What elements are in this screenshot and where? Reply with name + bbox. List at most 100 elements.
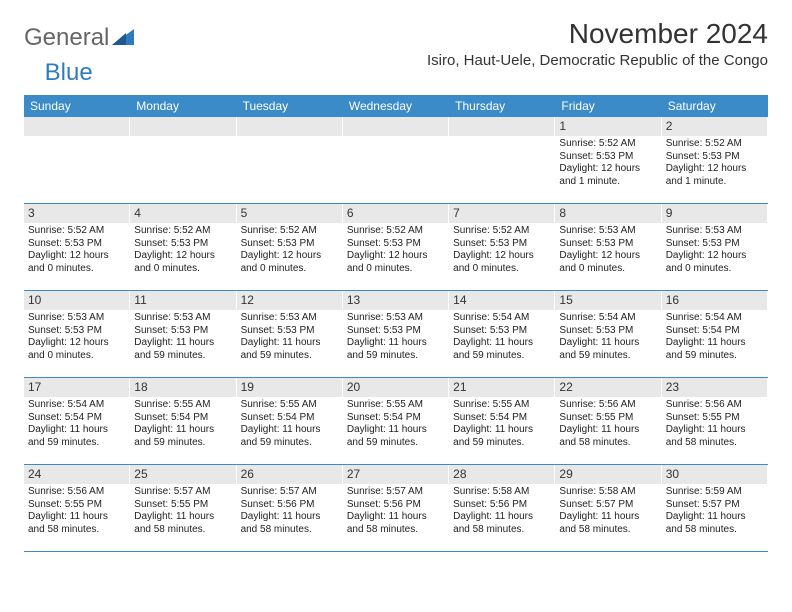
page-title: November 2024 <box>427 18 768 50</box>
sunset-text: Sunset: 5:53 PM <box>241 238 338 251</box>
day-cell <box>343 117 449 203</box>
page-subtitle: Isiro, Haut-Uele, Democratic Republic of… <box>427 52 768 69</box>
day-cell: 18Sunrise: 5:55 AMSunset: 5:54 PMDayligh… <box>130 378 236 464</box>
sunset-text: Sunset: 5:53 PM <box>347 238 444 251</box>
sunrise-text: Sunrise: 5:52 AM <box>559 138 656 151</box>
daylight-text: Daylight: 11 hours and 58 minutes. <box>559 424 656 449</box>
sunrise-text: Sunrise: 5:54 AM <box>453 312 550 325</box>
sunset-text: Sunset: 5:53 PM <box>559 325 656 338</box>
daylight-text: Daylight: 12 hours and 1 minute. <box>559 163 656 188</box>
sunrise-text: Sunrise: 5:55 AM <box>453 399 550 412</box>
sunset-text: Sunset: 5:53 PM <box>241 325 338 338</box>
sunrise-text: Sunrise: 5:54 AM <box>666 312 763 325</box>
sunset-text: Sunset: 5:55 PM <box>28 499 125 512</box>
day-cell: 17Sunrise: 5:54 AMSunset: 5:54 PMDayligh… <box>24 378 130 464</box>
logo: General <box>24 18 134 52</box>
daylight-text: Daylight: 11 hours and 59 minutes. <box>241 337 338 362</box>
daylight-text: Daylight: 12 hours and 0 minutes. <box>241 250 338 275</box>
day-content: Sunrise: 5:52 AMSunset: 5:53 PMDaylight:… <box>343 223 448 279</box>
day-content: Sunrise: 5:56 AMSunset: 5:55 PMDaylight:… <box>662 397 767 453</box>
weekday-header: Tuesday <box>237 95 343 117</box>
week-row: 3Sunrise: 5:52 AMSunset: 5:53 PMDaylight… <box>24 204 768 291</box>
daylight-text: Daylight: 11 hours and 59 minutes. <box>559 337 656 362</box>
week-row: 1Sunrise: 5:52 AMSunset: 5:53 PMDaylight… <box>24 117 768 204</box>
day-cell: 5Sunrise: 5:52 AMSunset: 5:53 PMDaylight… <box>237 204 343 290</box>
day-content: Sunrise: 5:57 AMSunset: 5:55 PMDaylight:… <box>130 484 235 540</box>
day-content <box>237 136 342 196</box>
day-content <box>24 136 129 196</box>
daylight-text: Daylight: 11 hours and 58 minutes. <box>134 511 231 536</box>
weekday-header: Thursday <box>449 95 555 117</box>
sunrise-text: Sunrise: 5:59 AM <box>666 486 763 499</box>
day-cell: 9Sunrise: 5:53 AMSunset: 5:53 PMDaylight… <box>662 204 768 290</box>
day-number: 18 <box>130 378 235 397</box>
week-row: 10Sunrise: 5:53 AMSunset: 5:53 PMDayligh… <box>24 291 768 378</box>
daylight-text: Daylight: 11 hours and 59 minutes. <box>347 337 444 362</box>
day-number: 11 <box>130 291 235 310</box>
daylight-text: Daylight: 12 hours and 0 minutes. <box>559 250 656 275</box>
sunrise-text: Sunrise: 5:57 AM <box>134 486 231 499</box>
daylight-text: Daylight: 11 hours and 58 minutes. <box>453 511 550 536</box>
sunset-text: Sunset: 5:55 PM <box>559 412 656 425</box>
day-cell: 16Sunrise: 5:54 AMSunset: 5:54 PMDayligh… <box>662 291 768 377</box>
day-content: Sunrise: 5:57 AMSunset: 5:56 PMDaylight:… <box>343 484 448 540</box>
day-content: Sunrise: 5:56 AMSunset: 5:55 PMDaylight:… <box>24 484 129 540</box>
day-cell: 2Sunrise: 5:52 AMSunset: 5:53 PMDaylight… <box>662 117 768 203</box>
day-number: 17 <box>24 378 129 397</box>
day-number <box>449 117 554 136</box>
daylight-text: Daylight: 11 hours and 58 minutes. <box>559 511 656 536</box>
day-number: 26 <box>237 465 342 484</box>
daylight-text: Daylight: 11 hours and 58 minutes. <box>241 511 338 536</box>
sunset-text: Sunset: 5:53 PM <box>453 238 550 251</box>
day-content: Sunrise: 5:52 AMSunset: 5:53 PMDaylight:… <box>237 223 342 279</box>
daylight-text: Daylight: 11 hours and 59 minutes. <box>347 424 444 449</box>
daylight-text: Daylight: 11 hours and 58 minutes. <box>666 424 763 449</box>
day-content: Sunrise: 5:59 AMSunset: 5:57 PMDaylight:… <box>662 484 767 540</box>
daylight-text: Daylight: 11 hours and 59 minutes. <box>134 424 231 449</box>
daylight-text: Daylight: 11 hours and 59 minutes. <box>241 424 338 449</box>
sunset-text: Sunset: 5:57 PM <box>666 499 763 512</box>
sunset-text: Sunset: 5:53 PM <box>559 238 656 251</box>
day-number: 5 <box>237 204 342 223</box>
day-number: 14 <box>449 291 554 310</box>
sunrise-text: Sunrise: 5:52 AM <box>134 225 231 238</box>
sunrise-text: Sunrise: 5:58 AM <box>453 486 550 499</box>
day-number: 13 <box>343 291 448 310</box>
day-content: Sunrise: 5:56 AMSunset: 5:55 PMDaylight:… <box>555 397 660 453</box>
weekday-header: Wednesday <box>343 95 449 117</box>
day-cell: 8Sunrise: 5:53 AMSunset: 5:53 PMDaylight… <box>555 204 661 290</box>
sunrise-text: Sunrise: 5:53 AM <box>241 312 338 325</box>
daylight-text: Daylight: 11 hours and 58 minutes. <box>347 511 444 536</box>
logo-triangle-icon <box>112 24 134 52</box>
day-content: Sunrise: 5:53 AMSunset: 5:53 PMDaylight:… <box>24 310 129 366</box>
day-content: Sunrise: 5:55 AMSunset: 5:54 PMDaylight:… <box>449 397 554 453</box>
day-content: Sunrise: 5:58 AMSunset: 5:57 PMDaylight:… <box>555 484 660 540</box>
sunrise-text: Sunrise: 5:58 AM <box>559 486 656 499</box>
week-row: 17Sunrise: 5:54 AMSunset: 5:54 PMDayligh… <box>24 378 768 465</box>
sunrise-text: Sunrise: 5:54 AM <box>28 399 125 412</box>
sunset-text: Sunset: 5:53 PM <box>666 151 763 164</box>
sunrise-text: Sunrise: 5:54 AM <box>559 312 656 325</box>
day-content: Sunrise: 5:52 AMSunset: 5:53 PMDaylight:… <box>130 223 235 279</box>
day-number: 22 <box>555 378 660 397</box>
sunset-text: Sunset: 5:53 PM <box>666 238 763 251</box>
sunset-text: Sunset: 5:54 PM <box>453 412 550 425</box>
day-number: 10 <box>24 291 129 310</box>
day-number: 9 <box>662 204 767 223</box>
day-number: 23 <box>662 378 767 397</box>
sunset-text: Sunset: 5:54 PM <box>134 412 231 425</box>
sunrise-text: Sunrise: 5:56 AM <box>666 399 763 412</box>
sunset-text: Sunset: 5:53 PM <box>28 238 125 251</box>
day-number: 28 <box>449 465 554 484</box>
day-cell: 13Sunrise: 5:53 AMSunset: 5:53 PMDayligh… <box>343 291 449 377</box>
day-cell: 14Sunrise: 5:54 AMSunset: 5:53 PMDayligh… <box>449 291 555 377</box>
sunrise-text: Sunrise: 5:53 AM <box>28 312 125 325</box>
day-content <box>449 136 554 196</box>
day-cell: 27Sunrise: 5:57 AMSunset: 5:56 PMDayligh… <box>343 465 449 551</box>
sunrise-text: Sunrise: 5:57 AM <box>241 486 338 499</box>
day-number: 6 <box>343 204 448 223</box>
day-content: Sunrise: 5:58 AMSunset: 5:56 PMDaylight:… <box>449 484 554 540</box>
sunset-text: Sunset: 5:57 PM <box>559 499 656 512</box>
daylight-text: Daylight: 11 hours and 59 minutes. <box>666 337 763 362</box>
day-cell: 15Sunrise: 5:54 AMSunset: 5:53 PMDayligh… <box>555 291 661 377</box>
